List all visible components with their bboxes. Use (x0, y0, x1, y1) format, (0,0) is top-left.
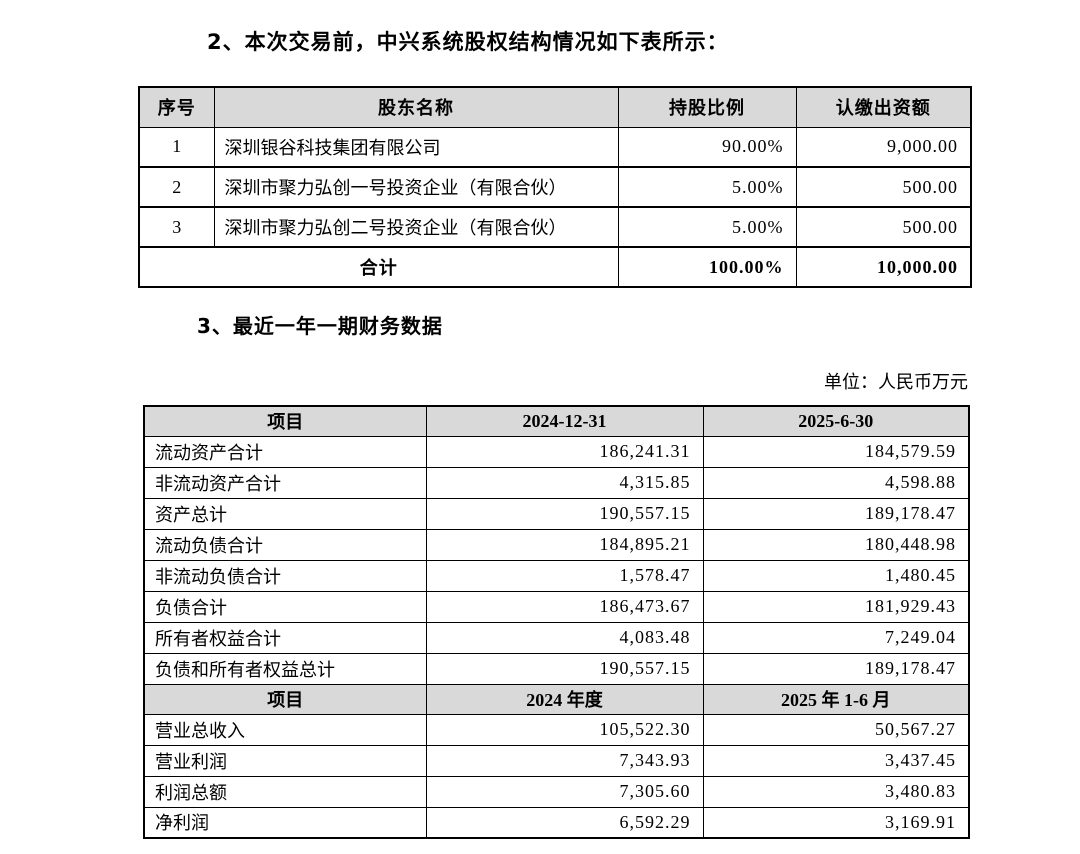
item-label: 所有者权益合计 (143, 621, 427, 654)
shareholder-name: 深圳市聚力弘创一号投资企业（有限合伙） (213, 166, 619, 208)
value-fy2024: 105,522.30 (425, 713, 704, 746)
value-2024: 4,315.85 (425, 466, 704, 499)
shareholding-ratio: 5.00% (617, 206, 797, 248)
value-h1-2025: 50,567.27 (702, 713, 970, 746)
subscribed-capital: 9,000.00 (795, 126, 972, 168)
value-2025: 189,178.47 (702, 652, 970, 685)
value-h1-2025: 3,480.83 (702, 775, 970, 808)
item-label: 非流动负债合计 (143, 559, 427, 592)
value-2024: 184,895.21 (425, 528, 704, 561)
value-2024: 190,557.15 (425, 652, 704, 685)
table-row: 负债合计 186,473.67 181,929.43 (143, 590, 970, 623)
table-row: 非流动资产合计 4,315.85 4,598.88 (143, 466, 970, 499)
section-heading-equity-structure: 2、本次交易前，中兴系统股权结构情况如下表所示： (207, 30, 729, 54)
subscribed-capital: 500.00 (795, 166, 972, 208)
item-label: 流动资产合计 (143, 435, 427, 468)
row-no: 2 (138, 166, 215, 208)
table-row: 1 深圳银谷科技集团有限公司 90.00% 9,000.00 (138, 126, 972, 168)
total-ratio: 100.00% (617, 246, 797, 288)
column-header-date-2024: 2024-12-31 (425, 405, 704, 437)
table-row: 负债和所有者权益总计 190,557.15 189,178.47 (143, 652, 970, 685)
column-header-shareholder-name: 股东名称 (213, 86, 619, 128)
value-fy2024: 7,343.93 (425, 744, 704, 777)
column-header-fy2024: 2024 年度 (425, 683, 704, 715)
table-row: 流动负债合计 184,895.21 180,448.98 (143, 528, 970, 561)
income-header-row: 项目 2024 年度 2025 年 1-6 月 (143, 683, 970, 715)
table-row: 流动资产合计 186,241.31 184,579.59 (143, 435, 970, 468)
balance-header-row: 项目 2024-12-31 2025-6-30 (143, 405, 970, 437)
value-fy2024: 6,592.29 (425, 806, 704, 839)
table-row: 营业利润 7,343.93 3,437.45 (143, 744, 970, 777)
item-label: 非流动资产合计 (143, 466, 427, 499)
table-row: 营业总收入 105,522.30 50,567.27 (143, 713, 970, 746)
value-h1-2025: 3,437.45 (702, 744, 970, 777)
shareholding-ratio: 90.00% (617, 126, 797, 168)
table-row: 2 深圳市聚力弘创一号投资企业（有限合伙） 5.00% 500.00 (138, 166, 972, 208)
total-capital: 10,000.00 (795, 246, 972, 288)
value-2024: 186,473.67 (425, 590, 704, 623)
table-row: 所有者权益合计 4,083.48 7,249.04 (143, 621, 970, 654)
value-2025: 7,249.04 (702, 621, 970, 654)
value-fy2024: 7,305.60 (425, 775, 704, 808)
financial-data-table: 项目 2024-12-31 2025-6-30 流动资产合计 186,241.3… (143, 405, 970, 839)
value-2025: 1,480.45 (702, 559, 970, 592)
value-2024: 4,083.48 (425, 621, 704, 654)
value-2024: 190,557.15 (425, 497, 704, 530)
row-no: 3 (138, 206, 215, 248)
section-heading-financial-data: 3、最近一年一期财务数据 (197, 314, 443, 338)
column-header-no: 序号 (138, 86, 215, 128)
value-2024: 1,578.47 (425, 559, 704, 592)
column-header-item: 项目 (143, 683, 427, 715)
column-header-h1-2025: 2025 年 1-6 月 (702, 683, 970, 715)
item-label: 负债和所有者权益总计 (143, 652, 427, 685)
table-row: 资产总计 190,557.15 189,178.47 (143, 497, 970, 530)
shareholding-ratio: 5.00% (617, 166, 797, 208)
table-row: 非流动负债合计 1,578.47 1,480.45 (143, 559, 970, 592)
item-label: 营业总收入 (143, 713, 427, 746)
column-header-item: 项目 (143, 405, 427, 437)
value-2025: 4,598.88 (702, 466, 970, 499)
item-label: 利润总额 (143, 775, 427, 808)
subscribed-capital: 500.00 (795, 206, 972, 248)
total-label: 合计 (138, 246, 619, 288)
value-2024: 186,241.31 (425, 435, 704, 468)
column-header-subscribed-capital: 认缴出资额 (795, 86, 972, 128)
item-label: 资产总计 (143, 497, 427, 530)
unit-note: 单位：人民币万元 (824, 372, 968, 392)
table-row: 净利润 6,592.29 3,169.91 (143, 806, 970, 839)
equity-table-header-row: 序号 股东名称 持股比例 认缴出资额 (138, 86, 972, 128)
value-2025: 184,579.59 (702, 435, 970, 468)
item-label: 营业利润 (143, 744, 427, 777)
value-2025: 181,929.43 (702, 590, 970, 623)
column-header-shareholding-ratio: 持股比例 (617, 86, 797, 128)
item-label: 流动负债合计 (143, 528, 427, 561)
total-row: 合计 100.00% 10,000.00 (138, 246, 972, 288)
equity-structure-table: 序号 股东名称 持股比例 认缴出资额 1 深圳银谷科技集团有限公司 90.00%… (138, 86, 972, 288)
item-label: 负债合计 (143, 590, 427, 623)
value-2025: 189,178.47 (702, 497, 970, 530)
value-h1-2025: 3,169.91 (702, 806, 970, 839)
row-no: 1 (138, 126, 215, 168)
shareholder-name: 深圳银谷科技集团有限公司 (213, 126, 619, 168)
value-2025: 180,448.98 (702, 528, 970, 561)
table-row: 利润总额 7,305.60 3,480.83 (143, 775, 970, 808)
table-row: 3 深圳市聚力弘创二号投资企业（有限合伙） 5.00% 500.00 (138, 206, 972, 248)
shareholder-name: 深圳市聚力弘创二号投资企业（有限合伙） (213, 206, 619, 248)
item-label: 净利润 (143, 806, 427, 839)
column-header-date-2025: 2025-6-30 (702, 405, 970, 437)
